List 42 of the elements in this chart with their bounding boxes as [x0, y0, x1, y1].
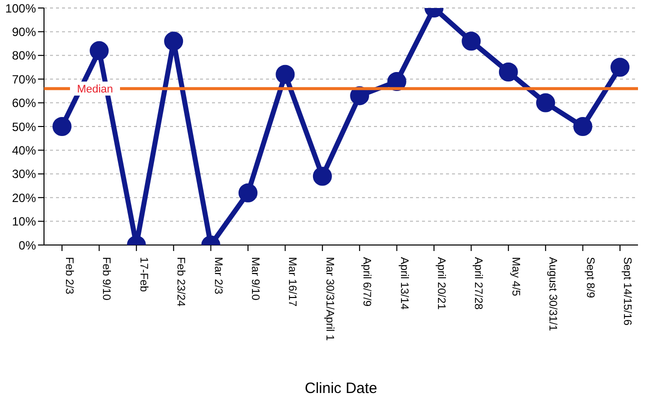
y-tick-label: 90% — [12, 24, 36, 39]
ref-line-label: Median — [76, 84, 114, 96]
x-tick-label: Mar 30/31/April 1 — [323, 257, 336, 341]
point — [164, 32, 184, 51]
x-axis-title: Clinic Date — [304, 380, 378, 397]
y-tick-label: 50% — [12, 120, 36, 134]
point — [90, 41, 109, 60]
point — [312, 166, 332, 186]
y-tick-label: 0% — [18, 238, 36, 252]
y-tick-label: 60% — [12, 96, 36, 110]
x-tick-label: Sept 8/9 — [584, 257, 596, 298]
x-tick-label: May 4/5 — [509, 257, 522, 296]
point — [52, 117, 72, 136]
y-tick-label: 20% — [12, 190, 36, 205]
point — [573, 117, 592, 136]
y-tick-label: 30% — [12, 167, 36, 182]
point — [238, 183, 258, 202]
point — [462, 32, 481, 51]
x-tick-label: April 13/14 — [398, 257, 410, 310]
y-tick-label: 100% — [5, 1, 36, 16]
x-tick-label: Sept 14/15/16 — [621, 257, 633, 326]
y-tick-label: 10% — [12, 214, 36, 229]
x-tick-label: 17-Feb — [137, 257, 150, 292]
x-tick-label: Feb 2/3 — [63, 257, 75, 294]
point — [610, 58, 630, 77]
point — [536, 93, 556, 112]
y-tick-label: 70% — [12, 72, 36, 86]
y-tick-label: 40% — [12, 143, 36, 158]
x-tick-label: August 30/31/1 — [546, 257, 559, 332]
x-tick-label: April 6/7/9 — [360, 257, 373, 307]
x-tick-label: April 20/21 — [435, 257, 447, 310]
x-tick-label: Feb 9/10 — [100, 257, 112, 300]
x-tick-label: Mar 2/3 — [212, 257, 224, 294]
point — [276, 64, 295, 84]
y-tick-label: 80% — [12, 48, 36, 63]
x-tick-label: Feb 23/24 — [174, 257, 187, 307]
x-tick-label: April 27/28 — [472, 257, 484, 310]
point — [350, 86, 370, 106]
x-tick-label: Mar 9/10 — [249, 257, 261, 300]
x-tick-label: Mar 16/17 — [286, 257, 298, 307]
point — [498, 62, 518, 82]
point — [387, 72, 406, 91]
